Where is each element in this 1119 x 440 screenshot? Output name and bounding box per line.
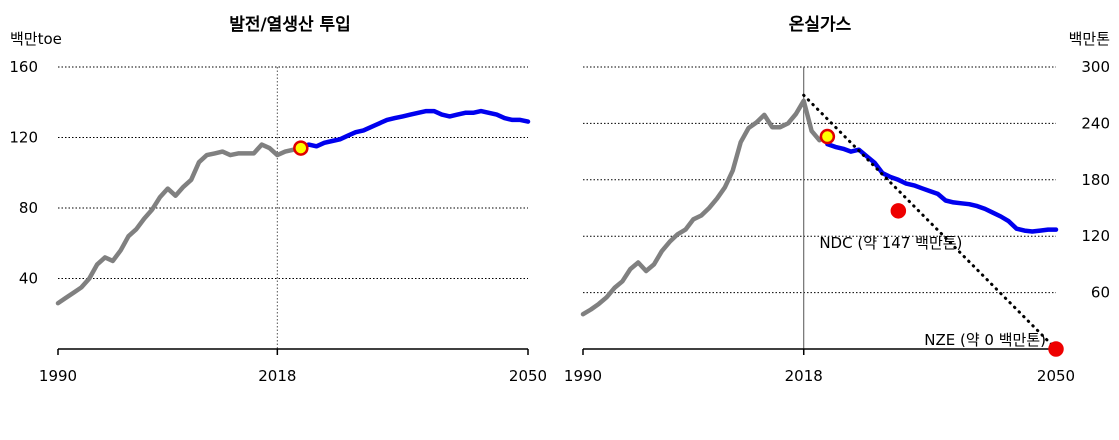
right-y-tick-label-240: 240 <box>1081 114 1110 132</box>
right-marker-2030 <box>890 203 907 219</box>
right-series-historical <box>580 98 822 317</box>
right-y-tick-label-120: 120 <box>1081 227 1110 245</box>
left-chart-unit-label: 백만toe <box>10 30 62 48</box>
right-y-tick-label-300: 300 <box>1081 58 1110 76</box>
right-x-tick-label-2018: 2018 <box>785 367 823 385</box>
left-chart-title: 발전/열생산 투입 <box>229 15 351 35</box>
left-y-tick-label-120: 120 <box>9 129 38 147</box>
right-series-nze-path <box>802 93 1058 351</box>
right-annotation-ndc: NDC (약 147 백만톤) <box>819 234 962 252</box>
right-x-tick-label-2050: 2050 <box>1037 367 1075 385</box>
left-chart: 발전/열생산 투입 백만toe 40 80 120 160 1990 2018 2050 <box>9 15 547 385</box>
left-x-tick-label-2050: 2050 <box>509 367 547 385</box>
right-marker-2021 <box>819 128 836 145</box>
left-x-tick-label-1990: 1990 <box>39 367 77 385</box>
left-series-historical <box>55 142 296 306</box>
left-y-tick-label-40: 40 <box>19 270 38 288</box>
right-y-tick-label-60: 60 <box>1091 284 1110 302</box>
right-chart-unit-label: 백만톤 <box>1069 30 1110 48</box>
right-marker-2050 <box>1048 341 1064 357</box>
left-series-projection <box>298 108 531 151</box>
right-x-tick-label-1990: 1990 <box>564 367 602 385</box>
right-y-tick-label-180: 180 <box>1081 171 1110 189</box>
right-annotation-nze: NZE (약 0 백만톤) <box>924 331 1046 349</box>
right-series-projection <box>825 141 1059 234</box>
left-y-tick-label-160: 160 <box>9 58 38 76</box>
left-x-tick-label-2018: 2018 <box>258 367 296 385</box>
right-chart-title: 온실가스 <box>789 15 852 35</box>
left-marker-2021 <box>293 140 309 156</box>
right-chart: 온실가스 백만톤 60 120 180 240 300 1990 2018 2050 NDC (… <box>564 15 1110 385</box>
left-y-tick-label-80: 80 <box>19 199 38 217</box>
